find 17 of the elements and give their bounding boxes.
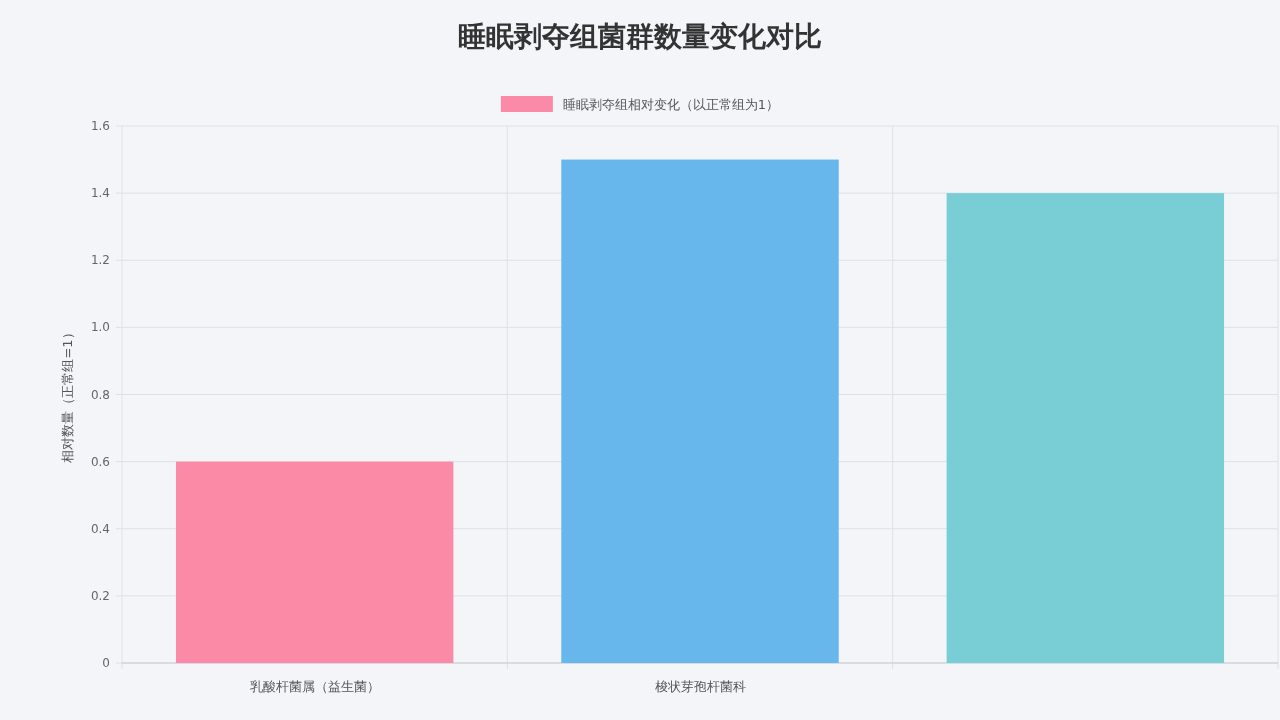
y-axis-title: 相对数量（正常组=1） — [60, 326, 75, 463]
bar — [175, 461, 454, 663]
y-tick-label: 0.6 — [90, 454, 110, 469]
y-tick-label: 1.0 — [90, 320, 110, 335]
x-tick-label: 乳酸杆菌属（益生菌） — [249, 679, 380, 694]
bar — [561, 159, 839, 663]
legend-label: 睡眠剥夺组相对变化（以正常组为1） — [562, 97, 780, 112]
y-tick-label: 1.6 — [90, 119, 110, 133]
chart-title: 睡眠剥夺组菌群数量变化对比 — [458, 20, 822, 53]
y-tick-label: 0.8 — [90, 387, 110, 402]
bar — [946, 193, 1225, 663]
y-tick-label: 0.2 — [90, 588, 110, 603]
y-tick-label: 1.4 — [90, 186, 110, 201]
y-tick-label: 0.4 — [90, 521, 110, 536]
y-tick-label: 1.2 — [90, 253, 110, 268]
y-tick-label: 0 — [102, 656, 110, 670]
x-tick-label: 梭状芽孢杆菌科 — [654, 679, 746, 694]
